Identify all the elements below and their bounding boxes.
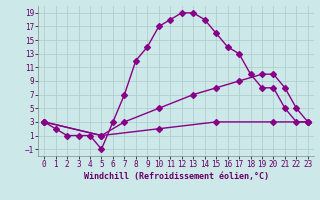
X-axis label: Windchill (Refroidissement éolien,°C): Windchill (Refroidissement éolien,°C) (84, 172, 268, 181)
